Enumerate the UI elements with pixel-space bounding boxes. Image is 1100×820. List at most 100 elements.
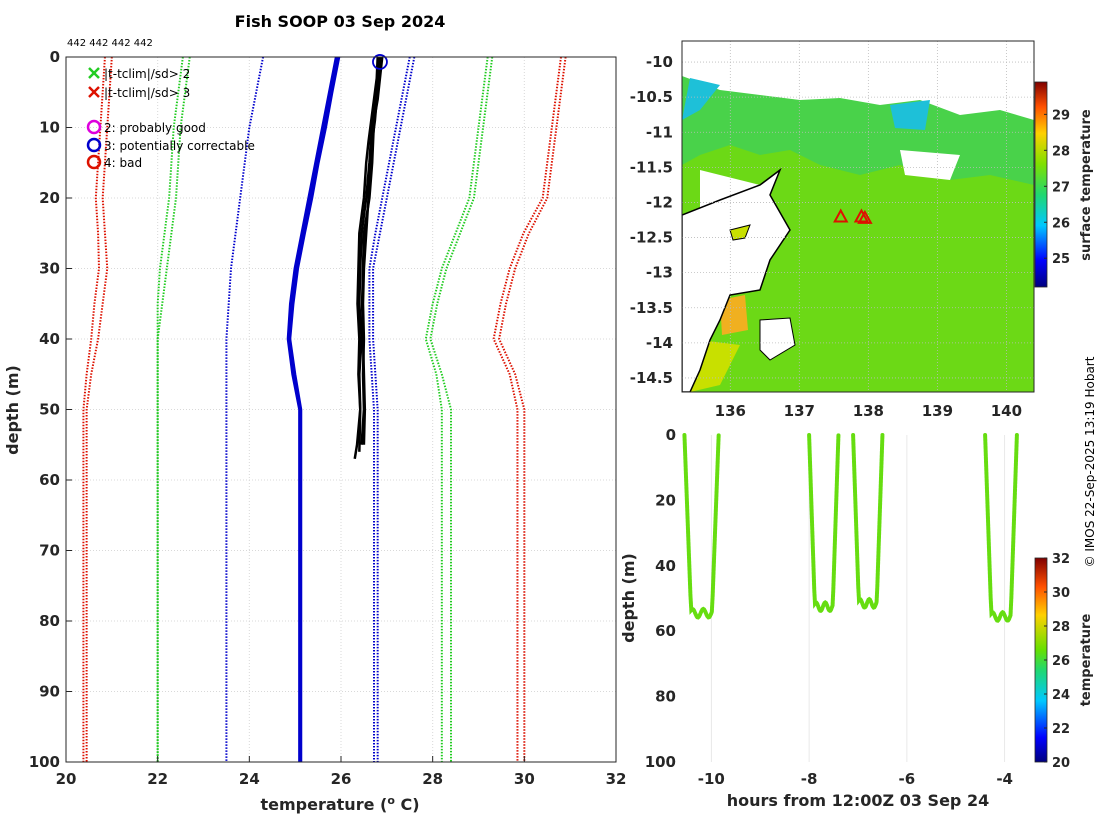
hov-colorbar-label: temperature — [1079, 614, 1094, 707]
hov-ylabel: depth (m) — [619, 553, 638, 643]
station-triangle-icon — [857, 209, 873, 224]
hov-x-tick-label: -6 — [899, 770, 916, 788]
map-x-tick-label: 138 — [853, 402, 884, 420]
observed-profiles — [353, 54, 388, 460]
hov-y-tick-label: 80 — [655, 688, 676, 706]
hov-x-tick-label: -4 — [996, 770, 1013, 788]
map-colorbar-tick-label: 28 — [1052, 144, 1070, 159]
x-tick-label: 28 — [422, 770, 443, 788]
cast-track — [983, 433, 1019, 623]
y-tick-label: 90 — [39, 683, 60, 701]
sst-cool-patch-2 — [890, 100, 930, 130]
y-tick-label: 80 — [39, 612, 60, 630]
map-y-tick-label: -14.5 — [630, 369, 673, 387]
hov-x-tick-label: -8 — [801, 770, 818, 788]
flag-marker-circle — [372, 54, 388, 70]
hov-colorbar-tick-label: 20 — [1052, 756, 1070, 771]
hov-xlabel: hours from 12:00Z 03 Sep 24 — [727, 791, 989, 810]
x-tick-label: 26 — [331, 770, 352, 788]
map-x-tick-label: 137 — [784, 402, 815, 420]
map-colorbar — [1034, 81, 1048, 288]
sst-warm-coast — [720, 295, 748, 335]
legend-circle-magenta-icon — [86, 119, 102, 135]
hov-colorbar-tick-label: 28 — [1052, 620, 1070, 635]
counts-label: 442 442 442 442 — [67, 38, 153, 49]
map-y-tick-label: -13 — [646, 264, 673, 282]
profile-xlabel-sup: o — [387, 794, 395, 807]
series-plus_1sd — [372, 56, 416, 762]
station-triangle-icon — [833, 208, 849, 223]
series-clim_mean_b — [288, 56, 341, 762]
y-tick-label: 10 — [39, 119, 60, 137]
map-y-tick-label: -10.5 — [630, 88, 673, 106]
map-stations — [833, 208, 873, 224]
series-plus_3sd — [498, 56, 567, 762]
hov-x-tick-label: -10 — [698, 770, 725, 788]
profile-panel: 20 22 24 26 28 30 32 0 10 20 30 40 50 60 70 80 90 100 tem… — [3, 48, 626, 814]
hov-y-tick-label: 100 — [645, 753, 676, 771]
legend-flag-2: 2: probably good — [104, 121, 206, 135]
map-y-tick-label: -12.5 — [630, 229, 673, 247]
map-colorbar-ticks: 25 26 27 28 29 — [1044, 108, 1070, 267]
x-tick-label: 30 — [514, 770, 535, 788]
series-minus_1sd — [225, 56, 265, 762]
hov-ticks: -10 -8 -6 -4 0 20 40 60 80 100 — [645, 426, 1013, 788]
x-tick-label: 32 — [606, 770, 627, 788]
legend-cross-2: |t-tclim|/sd> 2 — [104, 67, 190, 81]
profile-ticks: 20 22 24 26 28 30 32 0 10 20 30 40 50 60 70 80 90 100 — [29, 48, 627, 788]
map-panel: 136 137 138 139 140 -10 -10.5 -11 -11.5 -12 -12.5 -… — [630, 40, 1094, 420]
island-2 — [759, 317, 796, 361]
cast-track — [807, 433, 841, 614]
series-minus_3sd_b — [82, 56, 106, 762]
hov-colorbar-tick-label: 32 — [1052, 552, 1070, 567]
hov-colorbar-ticks: 20 22 24 26 28 30 32 — [1044, 552, 1070, 771]
hov-y-tick-label: 60 — [655, 622, 676, 640]
hov-colorbar-tick-label: 22 — [1052, 722, 1070, 737]
map-y-tick-label: -12 — [646, 193, 673, 211]
legend: |t-tclim|/sd> 2 |t-tclim|/sd> 3 2: proba… — [86, 67, 255, 170]
map-y-tick-label: -13.5 — [630, 299, 673, 317]
y-tick-label: 40 — [39, 330, 60, 348]
map-colorbar-tick-label: 26 — [1052, 216, 1070, 231]
sst-cool-patch — [682, 78, 720, 120]
island — [729, 224, 751, 241]
series-plus_1sd_b — [368, 56, 411, 762]
legend-circle-blue-icon — [86, 137, 102, 153]
hov-y-tick-label: 20 — [655, 491, 676, 509]
station-triangle-icon — [853, 208, 870, 223]
hov-colorbar-tick-label: 26 — [1052, 654, 1070, 669]
hov-y-tick-label: 40 — [655, 557, 676, 575]
series-clim_mean — [286, 56, 338, 762]
hov-casts — [682, 433, 1019, 623]
hovmoller-panel: -10 -8 -6 -4 0 20 40 60 80 100 hours from 12:00Z … — [619, 426, 1094, 810]
legend-cross-3: |t-tclim|/sd> 3 — [104, 86, 190, 100]
hov-y-tick-label: 0 — [666, 426, 676, 444]
map-y-tick-label: -10 — [646, 53, 673, 71]
figure-title: Fish SOOP 03 Sep 2024 — [235, 12, 446, 31]
x-tick-label: 20 — [56, 770, 77, 788]
y-tick-label: 50 — [39, 401, 60, 419]
legend-cross-green-icon — [88, 67, 100, 79]
map-y-tick-label: -11 — [646, 123, 673, 141]
map-x-tick-label: 140 — [991, 402, 1022, 420]
hov-colorbar-tick-label: 24 — [1052, 688, 1070, 703]
map-colorbar-tick-label: 29 — [1052, 108, 1070, 123]
map-x-tick-label: 139 — [922, 402, 953, 420]
y-tick-label: 30 — [39, 260, 60, 278]
profile-ylabel: depth (m) — [3, 365, 22, 455]
sst-field — [682, 76, 1034, 392]
coastline-land — [682, 167, 791, 392]
series-plus_3sd_b — [492, 56, 562, 762]
series-plus_2sd — [429, 56, 494, 762]
cast-track — [851, 433, 885, 610]
y-tick-label: 70 — [39, 542, 60, 560]
legend-flag-4: 4: bad — [104, 156, 142, 170]
map-y-tick-label: -14 — [646, 334, 673, 352]
y-tick-label: 60 — [39, 471, 60, 489]
series-plus_2sd_b — [424, 56, 489, 762]
map-x-tick-label: 136 — [715, 402, 746, 420]
series-minus_2sd_b — [156, 56, 184, 762]
map-colorbar-tick-label: 27 — [1052, 180, 1070, 195]
y-tick-label: 20 — [39, 189, 60, 207]
